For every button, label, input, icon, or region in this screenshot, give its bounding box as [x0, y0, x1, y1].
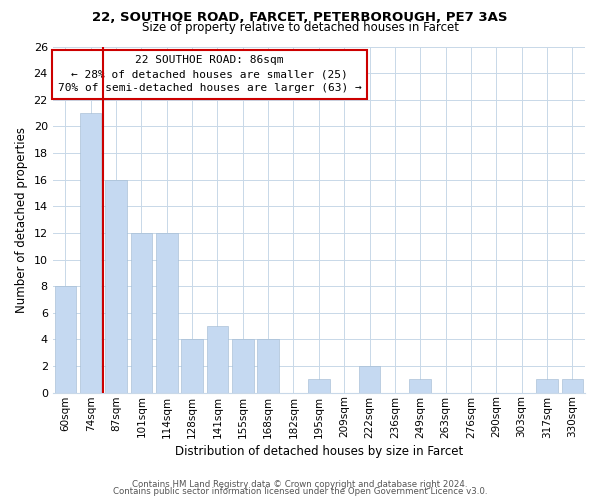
Text: Contains HM Land Registry data © Crown copyright and database right 2024.: Contains HM Land Registry data © Crown c… — [132, 480, 468, 489]
Bar — [308, 380, 329, 392]
Bar — [562, 380, 583, 392]
Bar — [359, 366, 380, 392]
Bar — [257, 340, 279, 392]
Bar — [131, 233, 152, 392]
Bar — [232, 340, 254, 392]
Bar — [55, 286, 76, 393]
Bar — [409, 380, 431, 392]
Bar — [156, 233, 178, 392]
Text: Size of property relative to detached houses in Farcet: Size of property relative to detached ho… — [142, 21, 458, 34]
Y-axis label: Number of detached properties: Number of detached properties — [15, 126, 28, 312]
Bar — [105, 180, 127, 392]
Bar — [80, 113, 101, 392]
Text: 22 SOUTHOE ROAD: 86sqm
← 28% of detached houses are smaller (25)
70% of semi-det: 22 SOUTHOE ROAD: 86sqm ← 28% of detached… — [58, 55, 362, 93]
Text: Contains public sector information licensed under the Open Government Licence v3: Contains public sector information licen… — [113, 487, 487, 496]
Bar — [206, 326, 228, 392]
Bar — [536, 380, 558, 392]
Bar — [181, 340, 203, 392]
Text: 22, SOUTHOE ROAD, FARCET, PETERBOROUGH, PE7 3AS: 22, SOUTHOE ROAD, FARCET, PETERBOROUGH, … — [92, 11, 508, 24]
X-axis label: Distribution of detached houses by size in Farcet: Distribution of detached houses by size … — [175, 444, 463, 458]
